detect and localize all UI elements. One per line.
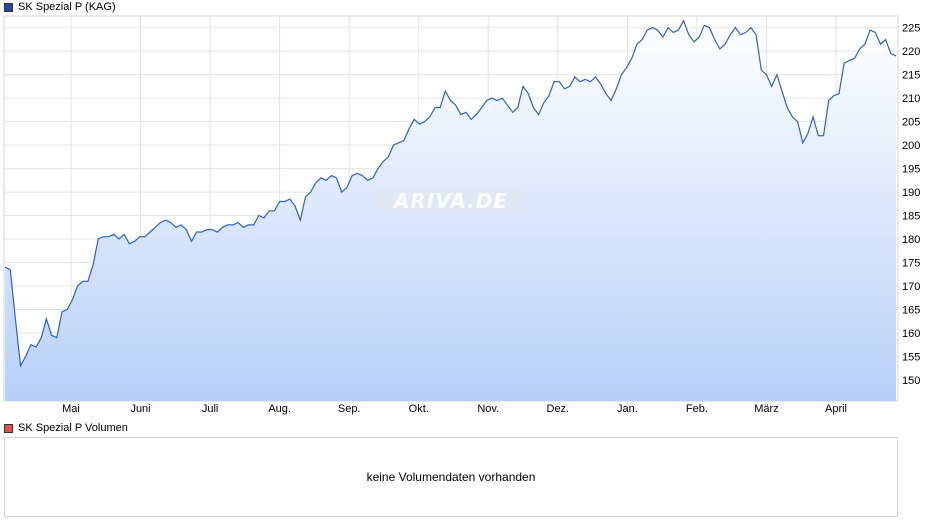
x-tick-label: Juni <box>130 403 150 415</box>
x-tick-label: Aug. <box>268 403 291 415</box>
x-tick-label: Mai <box>62 403 80 415</box>
x-tick-label: März <box>754 403 778 415</box>
price-legend: SK Spezial P (KAG) <box>4 0 116 14</box>
price-legend-swatch <box>4 2 13 12</box>
y-tick-label: 150 <box>902 375 920 387</box>
x-tick-label: Nov. <box>477 403 499 415</box>
x-tick-label: Dez. <box>547 403 570 415</box>
y-tick-label: 170 <box>902 281 920 293</box>
y-axis-ticks: 150 155 160 165 170 175 180 185 190 195 200 205 210 2… <box>902 23 920 387</box>
ariva-watermark: ARIVA.DE <box>378 188 524 214</box>
y-tick-label: 155 <box>902 351 920 363</box>
y-tick-label: 175 <box>902 257 920 269</box>
y-tick-label: 185 <box>902 211 920 223</box>
volume-panel: keine Volumendaten vorhanden <box>4 437 898 517</box>
x-tick-label: Juli <box>202 403 219 415</box>
x-tick-label: Jan. <box>617 403 638 415</box>
x-axis-ticks: Mai Juni Juli Aug. Sep. Okt. Nov. Dez. Jan. Feb. M… <box>62 403 847 415</box>
y-tick-label: 180 <box>902 234 920 246</box>
x-tick-label: Sep. <box>338 403 361 415</box>
y-tick-label: 220 <box>902 46 920 58</box>
x-tick-label: Okt. <box>409 403 429 415</box>
y-tick-label: 205 <box>902 117 920 129</box>
y-tick-label: 190 <box>902 187 920 199</box>
volume-legend-label: SK Spezial P Volumen <box>18 422 128 434</box>
y-tick-label: 160 <box>902 328 920 340</box>
y-tick-label: 195 <box>902 164 920 176</box>
no-volume-message: keine Volumendaten vorhanden <box>366 470 536 484</box>
y-tick-label: 165 <box>902 304 920 316</box>
y-tick-label: 225 <box>902 23 920 35</box>
y-tick-label: 215 <box>902 70 920 82</box>
price-series-line <box>4 19 897 368</box>
x-tick-label: April <box>825 403 847 415</box>
y-tick-label: 210 <box>902 93 920 105</box>
y-tick-label: 200 <box>902 140 920 152</box>
x-tick-label: Feb. <box>686 403 708 415</box>
price-legend-label: SK Spezial P (KAG) <box>18 1 116 13</box>
volume-legend: SK Spezial P Volumen <box>4 421 128 435</box>
volume-legend-swatch <box>4 423 13 433</box>
